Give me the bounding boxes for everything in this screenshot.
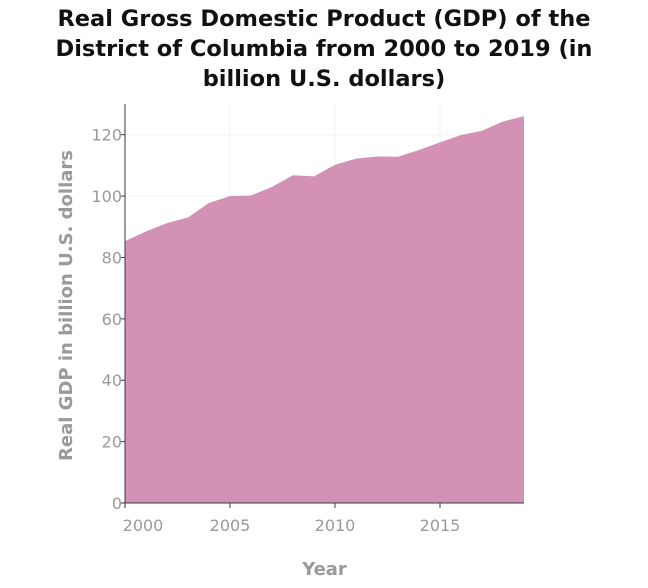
y-tick-label-5: 100 bbox=[91, 187, 122, 206]
y-axis-ticks: 0 20 40 60 80 100 120 bbox=[91, 126, 125, 513]
y-tick-label-4: 80 bbox=[102, 248, 122, 267]
y-tick-label-1: 20 bbox=[102, 433, 122, 452]
x-tick-label-1: 2005 bbox=[210, 516, 251, 535]
y-axis-title: Real GDP in billion U.S. dollars bbox=[56, 150, 77, 461]
chart-title-line-3: billion U.S. dollars) bbox=[202, 66, 446, 92]
x-tick-label-2: 2010 bbox=[315, 516, 356, 535]
y-tick-label-3: 60 bbox=[102, 310, 122, 329]
area-fill-series-0 bbox=[125, 116, 524, 504]
x-axis-title: Year bbox=[301, 559, 347, 580]
x-axis-ticks: 2000 2005 2010 2015 bbox=[123, 503, 461, 535]
y-tick-label-6: 120 bbox=[91, 126, 122, 145]
axes bbox=[124, 104, 524, 504]
x-tick-label-0: 2000 bbox=[123, 516, 164, 535]
chart-title-line-1: Real Gross Domestic Product (GDP) of the bbox=[57, 6, 591, 32]
y-tick-label-0: 0 bbox=[112, 494, 122, 513]
x-tick-label-3: 2015 bbox=[420, 516, 461, 535]
chart-title-line-2: District of Columbia from 2000 to 2019 (… bbox=[55, 36, 593, 62]
y-tick-label-2: 40 bbox=[102, 371, 122, 390]
area-series bbox=[125, 116, 524, 504]
chart-title: Real Gross Domestic Product (GDP) of the… bbox=[0, 4, 648, 94]
